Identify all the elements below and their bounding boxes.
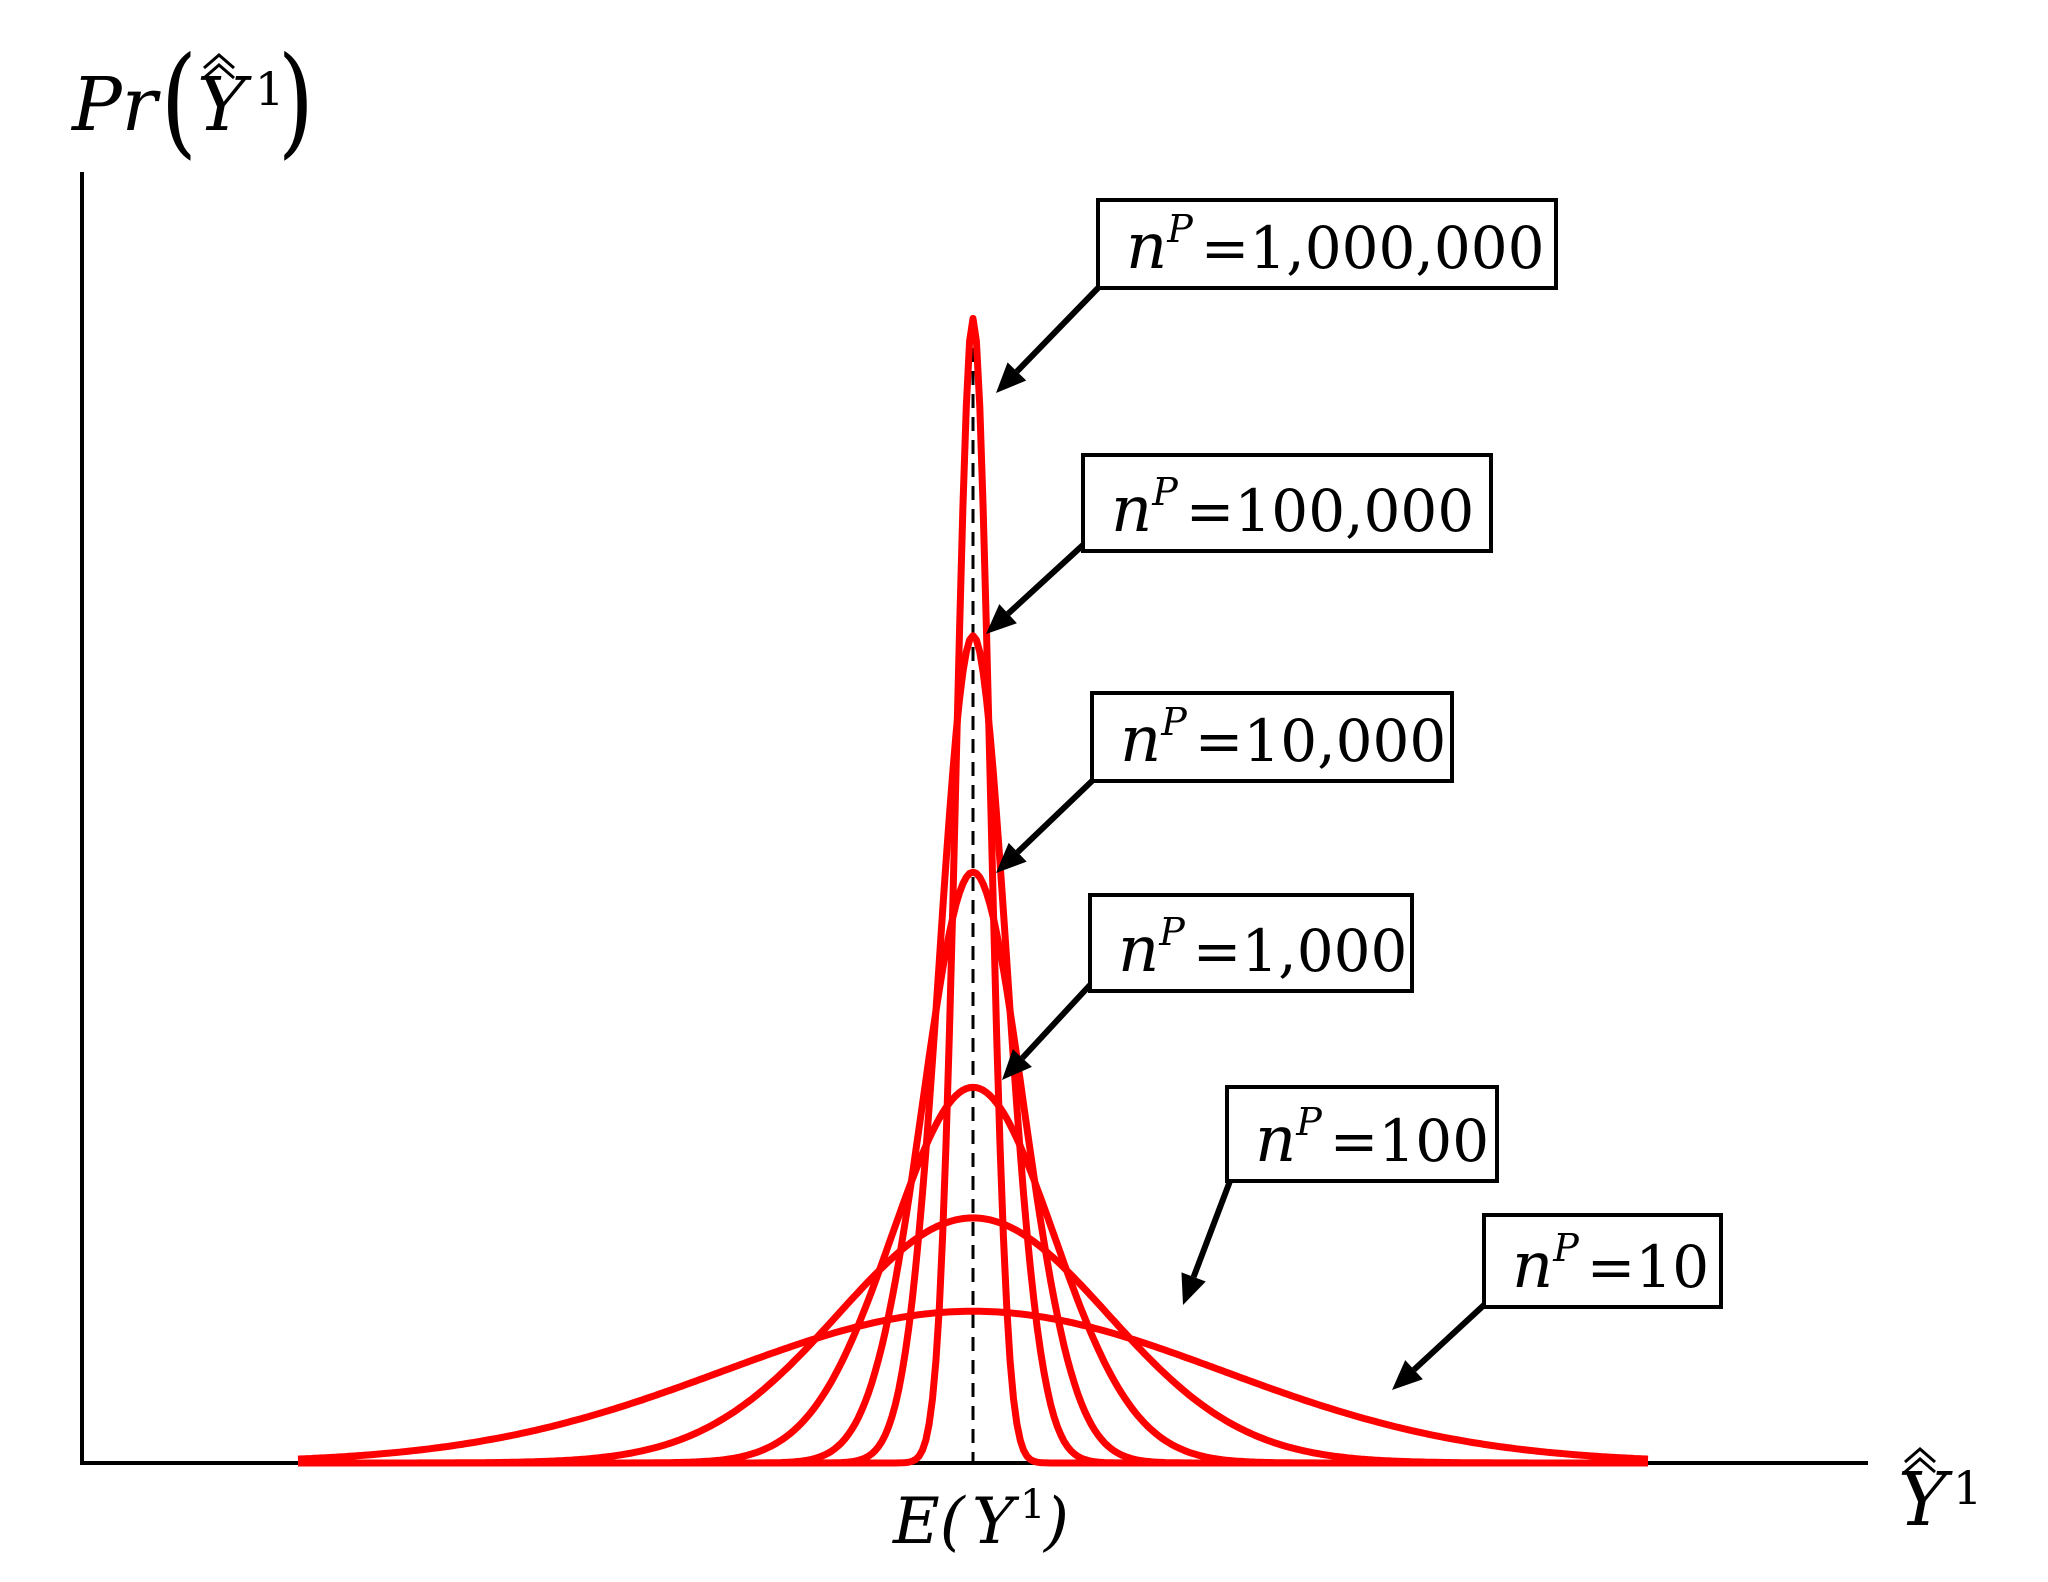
y-axis-label-open-paren: ( [161, 32, 198, 171]
series-label-text: nP =100 [1255, 1100, 1489, 1177]
series-label-box [1225, 1085, 1499, 1183]
series-label-1: nP =100,000 [986, 453, 1493, 634]
series-label-text: nP =1,000 [1118, 910, 1407, 987]
series-label-arrowhead [986, 604, 1017, 634]
y-axis-label: Pr ( Y 1 ) [70, 32, 314, 171]
series-label-arrow [1190, 1179, 1233, 1279]
x-tick-label: E( Y 1 ) [892, 1482, 1069, 1559]
y-axis-label-sup: 1 [255, 62, 284, 116]
series-label-5: nP =10 [1392, 1213, 1723, 1390]
series-label-text: nP =1,000,000 [1126, 207, 1545, 284]
series-label-arrow [1014, 285, 1101, 374]
series-label-4: nP =100 [1181, 1085, 1499, 1305]
series-label-0: nP =1,000,000 [996, 198, 1558, 393]
x-tick-sup: 1 [1020, 1482, 1045, 1528]
series-label-arrow [1015, 778, 1095, 855]
series-label-arrowhead [996, 362, 1027, 393]
x-tick-prefix: E( [892, 1485, 967, 1559]
y-axis-label-close-paren: ) [278, 32, 315, 171]
x-axis-label-hat-2 [1904, 1457, 1936, 1474]
series-label-box [1482, 1213, 1723, 1309]
series-labels: nP =1,000,000 nP =100,000 nP =10,000 nP =1,000 n… [986, 198, 1723, 1390]
curve-series-5 [297, 1307, 1649, 1463]
y-axis-label-hat-2 [203, 63, 235, 80]
series-label-3: nP =1,000 [1002, 893, 1414, 1080]
series-label-2: nP =10,000 [996, 691, 1454, 873]
series-label-arrowhead [1002, 1049, 1032, 1080]
series-label-arrow [1020, 982, 1093, 1061]
y-axis-label-base: Pr [70, 62, 162, 148]
series-label-text: nP =10 [1512, 1226, 1709, 1303]
x-tick-suffix: ) [1042, 1485, 1069, 1559]
curve-series-4 [297, 1214, 1649, 1467]
series-label-arrowhead [996, 842, 1027, 873]
series-label-arrow [1006, 542, 1086, 616]
series-label-text: nP =10,000 [1120, 700, 1446, 777]
series-label-arrowhead [1392, 1360, 1423, 1390]
series-label-text: nP =100,000 [1111, 470, 1474, 547]
series-label-arrowhead [1181, 1272, 1206, 1305]
series-label-box [1081, 453, 1493, 553]
series-label-arrow [1411, 1302, 1487, 1372]
density-curves [297, 315, 1649, 1467]
series-label-box [1088, 893, 1414, 993]
series-label-box [1096, 198, 1558, 290]
series-label-box [1090, 691, 1454, 783]
x-axis-label-sup: 1 [1953, 1461, 1982, 1515]
y-axis-label-var: Y [197, 62, 252, 148]
x-axis-label: Y 1 [1898, 1447, 1982, 1543]
x-tick-var: Y [972, 1485, 1020, 1559]
x-axis-label-hat [1904, 1447, 1936, 1464]
y-axis-label-hat [203, 53, 235, 70]
